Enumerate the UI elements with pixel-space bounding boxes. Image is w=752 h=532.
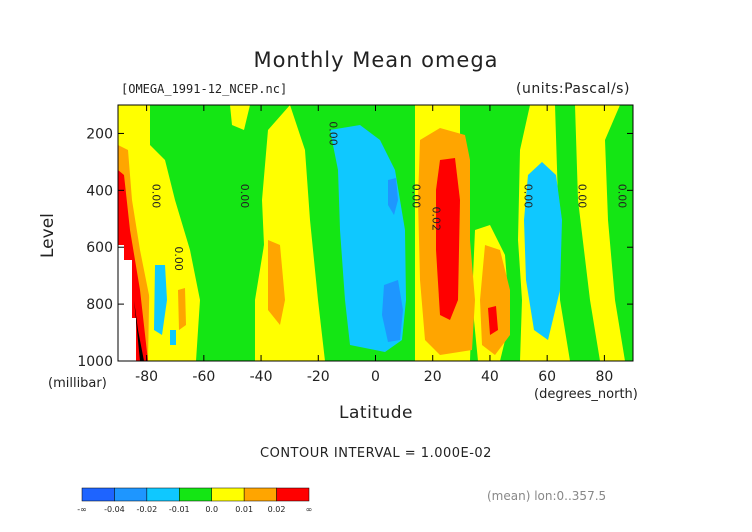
- x-tick-label: -20: [307, 369, 330, 385]
- fill-band-green: [580, 308, 584, 322]
- fill-band-orange: [480, 245, 510, 355]
- y-tick-label: 400: [86, 183, 113, 199]
- colorbar-swatch: [146, 487, 180, 502]
- fill-band-green: [605, 105, 633, 361]
- chart-title: Monthly Mean omega: [253, 48, 499, 72]
- colorbar-swatch: [114, 487, 148, 502]
- fill-band-green: [150, 105, 290, 361]
- colorbar-label: -∞: [77, 505, 87, 514]
- contour-label: 0.00: [521, 184, 534, 209]
- colorbar-label: 0.0: [205, 505, 218, 514]
- contour-label: 0.02: [430, 207, 443, 232]
- fill-band-cyan: [154, 265, 167, 335]
- contour-labels: 0.00 0.00 0.00 0.00 0.00 0.02 0.00 0.00 0.00: [149, 121, 628, 271]
- fill-band-orange: [178, 288, 186, 330]
- x-tick-label: 80: [595, 369, 613, 385]
- contour-label: 0.00: [149, 184, 162, 209]
- contour-label: 0.00: [576, 184, 589, 209]
- contour-fills: [118, 105, 633, 361]
- x-tick-label: 0: [371, 369, 380, 385]
- file-label: [OMEGA_1991-12_NCEP.nc]: [121, 82, 288, 96]
- fill-band-white: [118, 245, 136, 361]
- contour-label: 0.00: [238, 184, 251, 209]
- x-tick-label: 40: [481, 369, 499, 385]
- y-tick-label: 800: [86, 297, 113, 313]
- x-tick-label: -60: [192, 369, 215, 385]
- colorbar-swatch: [179, 487, 212, 502]
- fill-band-green: [555, 105, 600, 361]
- colorbar-swatch: [81, 487, 115, 502]
- fill-band-red: [488, 306, 498, 335]
- colorbar-label: -0.02: [137, 505, 158, 514]
- fill-band-cyan: [170, 330, 176, 345]
- y-tick-label: 200: [86, 126, 113, 142]
- fill-band-cyan: [524, 162, 562, 340]
- y-tick-label: 600: [86, 240, 113, 256]
- colorbar-label: 0.01: [235, 505, 253, 514]
- fill-band-orange: [268, 240, 285, 325]
- colorbar-swatch: [243, 487, 277, 502]
- colorbar-label: ∞: [306, 505, 313, 514]
- colorbar-label: -0.04: [104, 505, 125, 514]
- x-tick-label: -80: [135, 369, 158, 385]
- y-tick-label: 1000: [77, 354, 113, 370]
- contour-label: 0.00: [172, 246, 185, 271]
- contour-interval-note: CONTOUR INTERVAL = 1.000E-02: [260, 446, 492, 461]
- x-tick-label: -40: [250, 369, 273, 385]
- contour-label: 0.00: [616, 184, 629, 209]
- mean-note: (mean) lon:0..357.5: [487, 489, 607, 503]
- fill-band-red: [436, 158, 460, 320]
- x-axis-label: Latitude: [339, 403, 413, 423]
- fill-band-black: [134, 300, 144, 361]
- fill-band-blue: [388, 178, 398, 215]
- x-tick-label: 20: [424, 369, 442, 385]
- axis-ticks: -80 -60 -40 -20 0 20 40 60 80 200 400 600 800 1000: [77, 105, 633, 385]
- colorbar-legend: -∞ -0.04 -0.02 -0.01 0.0 0.01 0.02 ∞: [77, 487, 313, 514]
- x-tick-label: 60: [538, 369, 556, 385]
- x-axis-unit: (degrees_north): [534, 387, 638, 402]
- colorbar-swatch: [211, 487, 245, 502]
- colorbar-label: -0.01: [169, 505, 190, 514]
- units-label: (units:Pascal/s): [516, 81, 630, 97]
- colorbar-swatch: [276, 487, 310, 502]
- y-axis-unit: (millibar): [48, 376, 107, 391]
- contour-label: 0.00: [410, 184, 423, 209]
- colorbar-label: 0.02: [268, 505, 286, 514]
- contour-label: 0.00: [327, 121, 340, 146]
- fill-band-blue: [382, 280, 403, 342]
